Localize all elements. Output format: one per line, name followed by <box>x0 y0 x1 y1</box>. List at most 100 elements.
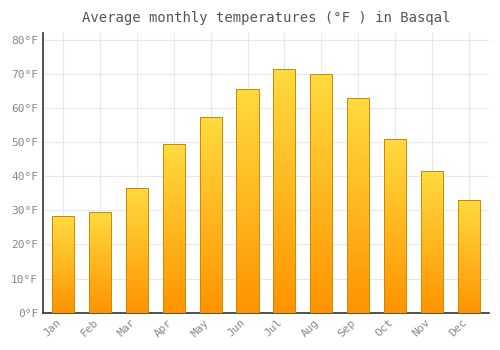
Bar <box>162 248 185 252</box>
Bar <box>236 299 258 304</box>
Bar <box>274 279 295 284</box>
Bar <box>89 307 111 309</box>
Bar <box>89 288 111 290</box>
Bar <box>458 274 479 277</box>
Bar <box>162 282 185 286</box>
Bar <box>310 260 332 265</box>
Bar <box>458 200 479 202</box>
Bar <box>126 268 148 270</box>
Bar <box>384 253 406 257</box>
Bar <box>384 257 406 260</box>
Bar <box>458 281 479 284</box>
Bar <box>384 219 406 222</box>
Bar <box>384 167 406 170</box>
Bar <box>458 290 479 292</box>
Bar <box>162 228 185 232</box>
Bar <box>458 218 479 220</box>
Bar <box>384 163 406 167</box>
Bar <box>384 264 406 267</box>
Bar <box>126 251 148 253</box>
Bar <box>310 107 332 112</box>
Bar <box>274 264 295 269</box>
Bar <box>162 158 185 161</box>
Bar <box>162 184 185 188</box>
Bar <box>347 106 369 111</box>
Bar <box>52 297 74 299</box>
Bar <box>126 278 148 280</box>
Bar <box>89 301 111 303</box>
Bar <box>162 302 185 306</box>
Bar <box>458 241 479 243</box>
Bar <box>236 98 258 103</box>
Bar <box>310 136 332 141</box>
Bar <box>162 198 185 201</box>
Bar <box>126 300 148 303</box>
Bar <box>162 211 185 215</box>
Bar <box>347 205 369 210</box>
Bar <box>347 248 369 253</box>
Bar <box>126 196 148 198</box>
Bar <box>310 236 332 241</box>
Bar <box>420 296 443 299</box>
Bar <box>52 276 74 278</box>
Bar <box>420 183 443 186</box>
Bar <box>89 276 111 279</box>
Bar <box>458 227 479 230</box>
Bar <box>310 169 332 174</box>
Bar <box>52 268 74 270</box>
Bar <box>200 195 222 199</box>
Bar <box>200 125 222 128</box>
Bar <box>420 293 443 296</box>
Bar <box>310 303 332 308</box>
Bar <box>126 211 148 213</box>
Bar <box>420 284 443 287</box>
Bar <box>126 188 148 313</box>
Bar <box>236 228 258 232</box>
Bar <box>420 202 443 205</box>
Bar <box>162 225 185 228</box>
Bar <box>420 199 443 202</box>
Bar <box>310 165 332 169</box>
Bar <box>236 161 258 165</box>
Bar <box>458 259 479 261</box>
Bar <box>52 284 74 286</box>
Bar <box>89 222 111 224</box>
Bar <box>200 293 222 297</box>
Bar <box>162 232 185 235</box>
Bar <box>458 214 479 216</box>
Bar <box>384 198 406 201</box>
Bar <box>384 212 406 215</box>
Bar <box>458 297 479 299</box>
Bar <box>89 242 111 244</box>
Bar <box>236 112 258 116</box>
Bar <box>126 231 148 233</box>
Bar <box>310 279 332 284</box>
Bar <box>274 254 295 259</box>
Bar <box>162 309 185 313</box>
Bar <box>126 283 148 285</box>
Bar <box>200 121 222 125</box>
Bar <box>458 216 479 218</box>
Bar <box>420 239 443 242</box>
Bar <box>310 103 332 107</box>
Bar <box>89 262 111 264</box>
Bar <box>420 214 443 217</box>
Bar <box>200 281 222 285</box>
Bar <box>274 69 295 74</box>
Bar <box>384 153 406 156</box>
Bar <box>458 230 479 232</box>
Bar <box>420 281 443 284</box>
Bar <box>420 211 443 214</box>
Bar <box>162 218 185 222</box>
Bar <box>236 254 258 259</box>
Bar <box>384 170 406 174</box>
Bar <box>420 250 443 253</box>
Bar <box>89 232 111 234</box>
Bar <box>274 137 295 142</box>
Bar <box>384 281 406 285</box>
Bar <box>200 207 222 211</box>
Bar <box>200 305 222 309</box>
Bar <box>126 295 148 298</box>
Bar <box>384 184 406 188</box>
Bar <box>236 197 258 201</box>
